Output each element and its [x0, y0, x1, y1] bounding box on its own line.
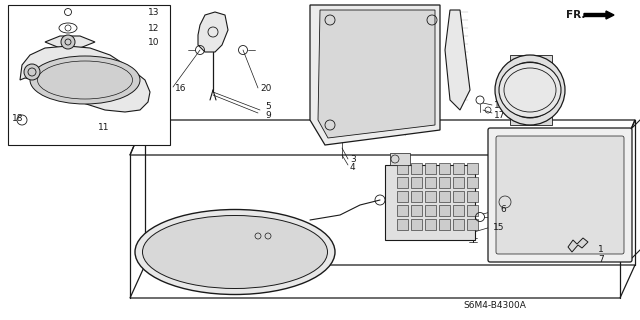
Bar — [467, 163, 478, 174]
Text: 3: 3 — [350, 155, 356, 164]
Bar — [425, 177, 436, 188]
Polygon shape — [318, 10, 435, 138]
FancyBboxPatch shape — [496, 136, 624, 254]
Bar — [425, 163, 436, 174]
Bar — [411, 177, 422, 188]
Bar — [385, 165, 475, 240]
Polygon shape — [198, 12, 228, 52]
Bar — [453, 191, 464, 202]
Bar — [439, 191, 450, 202]
Bar — [8, 5, 170, 145]
Polygon shape — [445, 10, 470, 110]
Circle shape — [61, 35, 75, 49]
Bar — [510, 55, 552, 125]
Polygon shape — [45, 36, 95, 48]
Bar — [210, 228, 228, 242]
Text: 17: 17 — [494, 110, 506, 119]
Bar — [467, 177, 478, 188]
Bar — [439, 177, 450, 188]
Circle shape — [495, 55, 565, 125]
Bar — [411, 163, 422, 174]
FancyBboxPatch shape — [488, 128, 632, 262]
Text: 4: 4 — [350, 163, 356, 172]
Ellipse shape — [143, 215, 328, 289]
Bar — [439, 205, 450, 216]
Bar — [453, 219, 464, 230]
Text: 7: 7 — [598, 255, 604, 265]
Text: 14: 14 — [290, 255, 301, 265]
Bar — [425, 191, 436, 202]
Bar — [411, 205, 422, 216]
Circle shape — [24, 64, 40, 80]
Bar — [467, 219, 478, 230]
Bar — [397, 205, 408, 216]
Ellipse shape — [30, 56, 140, 104]
Text: 1: 1 — [598, 245, 604, 254]
Bar — [397, 163, 408, 174]
Text: 12: 12 — [148, 23, 159, 33]
Text: 10: 10 — [148, 37, 159, 46]
Bar — [439, 219, 450, 230]
Bar — [397, 177, 408, 188]
Text: 13: 13 — [148, 7, 159, 17]
Bar — [425, 219, 436, 230]
Bar — [397, 191, 408, 202]
Bar — [253, 227, 275, 243]
Ellipse shape — [135, 210, 335, 294]
Bar — [411, 219, 422, 230]
FancyArrow shape — [584, 11, 614, 19]
Polygon shape — [310, 5, 440, 145]
Bar — [453, 205, 464, 216]
Bar — [453, 163, 464, 174]
Bar — [467, 205, 478, 216]
Bar — [411, 191, 422, 202]
Bar — [439, 163, 450, 174]
Text: 21: 21 — [290, 243, 301, 252]
Text: 18: 18 — [12, 114, 24, 123]
Bar — [425, 205, 436, 216]
Text: 20: 20 — [260, 84, 271, 92]
Text: 11: 11 — [98, 123, 109, 132]
Polygon shape — [20, 46, 150, 112]
Text: 9: 9 — [265, 110, 271, 119]
Text: S6M4-B4300A: S6M4-B4300A — [463, 300, 527, 309]
Bar — [453, 177, 464, 188]
Bar — [390, 153, 410, 165]
Text: 5: 5 — [265, 101, 271, 110]
Bar — [397, 219, 408, 230]
Text: 19: 19 — [494, 100, 506, 109]
Text: 15: 15 — [493, 222, 504, 231]
Bar — [467, 191, 478, 202]
Text: FR.: FR. — [566, 10, 586, 20]
Text: 16: 16 — [175, 84, 186, 92]
Ellipse shape — [499, 62, 561, 117]
Text: 8: 8 — [148, 243, 154, 252]
Text: 6: 6 — [500, 205, 506, 214]
Polygon shape — [568, 238, 588, 252]
Text: 2: 2 — [148, 233, 154, 242]
